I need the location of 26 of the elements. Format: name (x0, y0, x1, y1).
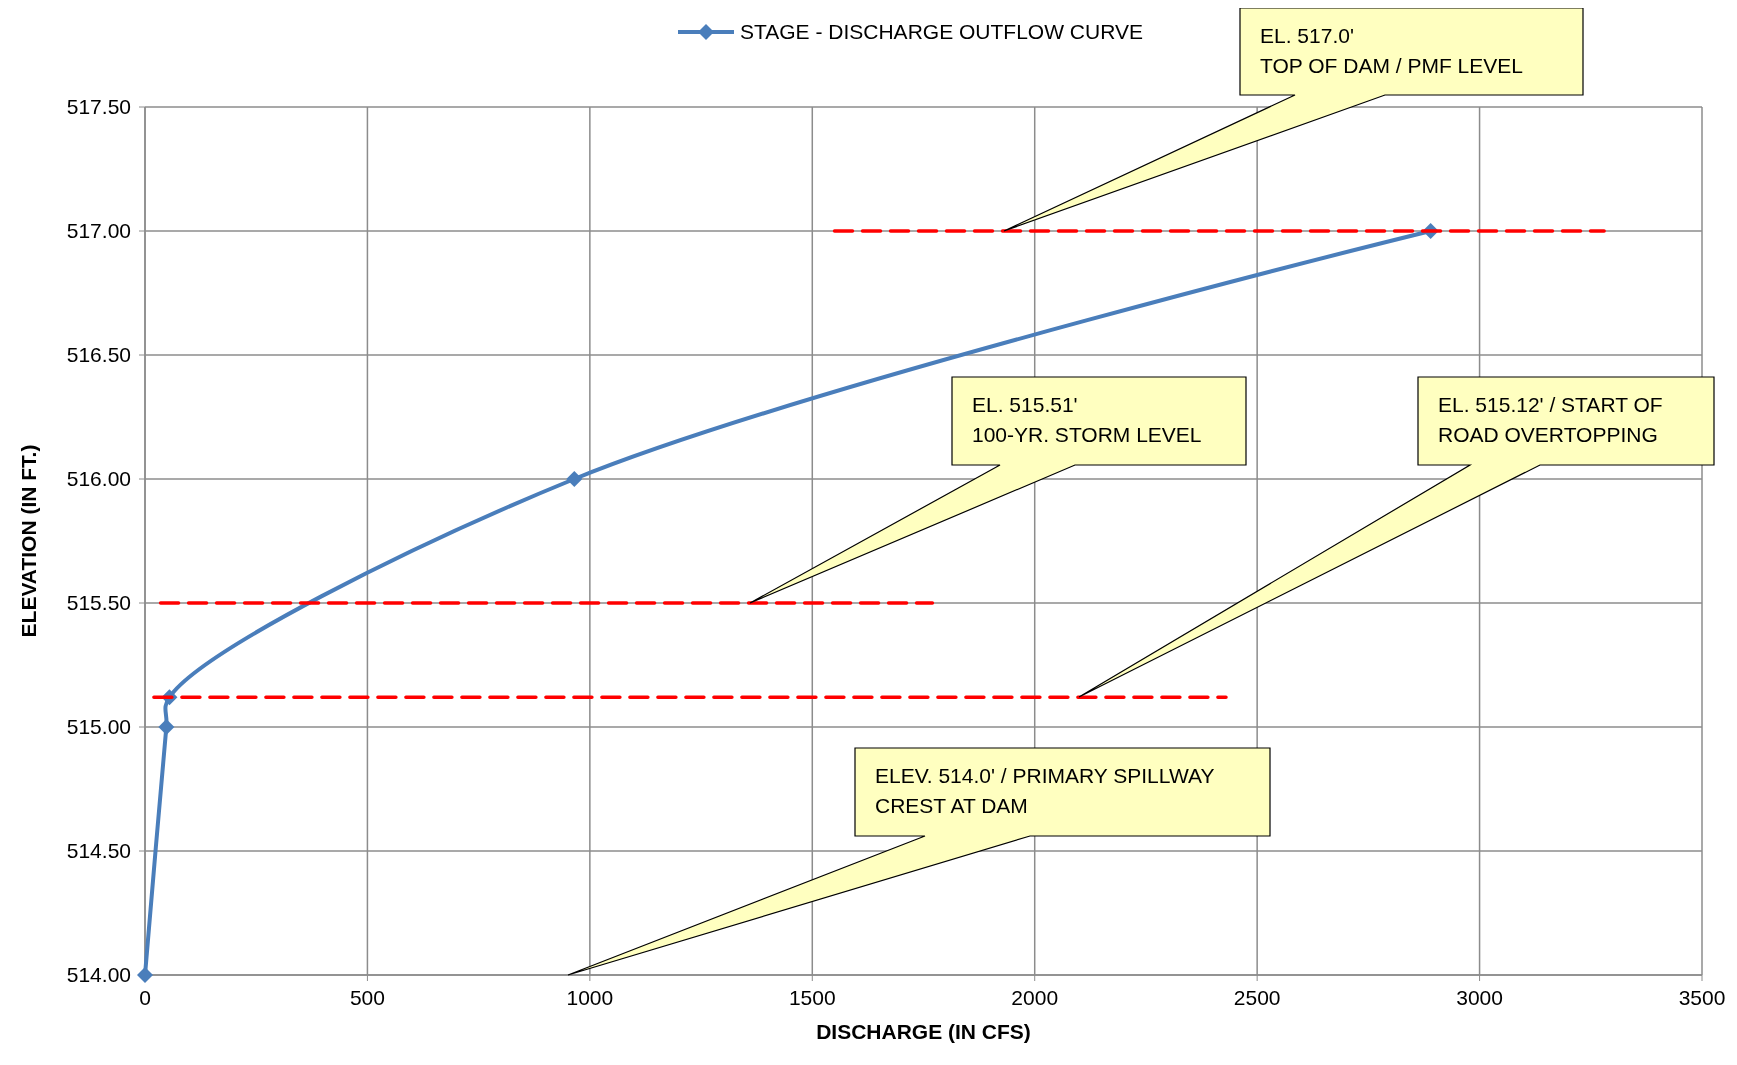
legend-label: STAGE - DISCHARGE OUTFLOW CURVE (740, 20, 1143, 43)
y-axis-title: ELEVATION (IN FT.) (17, 444, 40, 638)
annotation: EL. 515.51' 100-YR. STORM LEVEL (972, 393, 1202, 446)
annotation: EL. 515.12' / START OF ROAD OVERTOPPING (1438, 393, 1663, 446)
y-tick-label: 514.00 (66, 963, 131, 986)
text: EL. 517.0' TOP OF DAM / PMF LEVEL (1260, 24, 1523, 77)
x-tick-label: 3000 (1456, 986, 1503, 1009)
y-tick-label: 515.50 (66, 591, 131, 614)
point (158, 719, 175, 735)
x-tick-label: 1000 (566, 986, 614, 1009)
x-tick-label: 2500 (1233, 986, 1281, 1009)
point (566, 471, 583, 487)
annotation: ELEV. 514.0' / PRIMARY SPILLWAY CREST AT DAM (875, 764, 1215, 817)
y-tick-label: 517.00 (66, 219, 131, 242)
y-tick-label: 517.50 (66, 95, 131, 118)
x-tick-label: 1500 (788, 986, 836, 1009)
x-tick-label: 500 (349, 986, 385, 1009)
y-tick-label: 516.00 (66, 467, 131, 490)
y-tick-label: 515.00 (66, 715, 131, 738)
x-tick-label: 3500 (1678, 986, 1726, 1009)
x-axis-title: DISCHARGE (IN CFS) (816, 1020, 1031, 1043)
y-tick-label: 516.50 (66, 343, 131, 366)
y-tick-label: 514.50 (66, 839, 131, 862)
x-tick-label: 2000 (1011, 986, 1059, 1009)
x-tick-label: 0 (139, 986, 151, 1009)
point (137, 967, 153, 983)
